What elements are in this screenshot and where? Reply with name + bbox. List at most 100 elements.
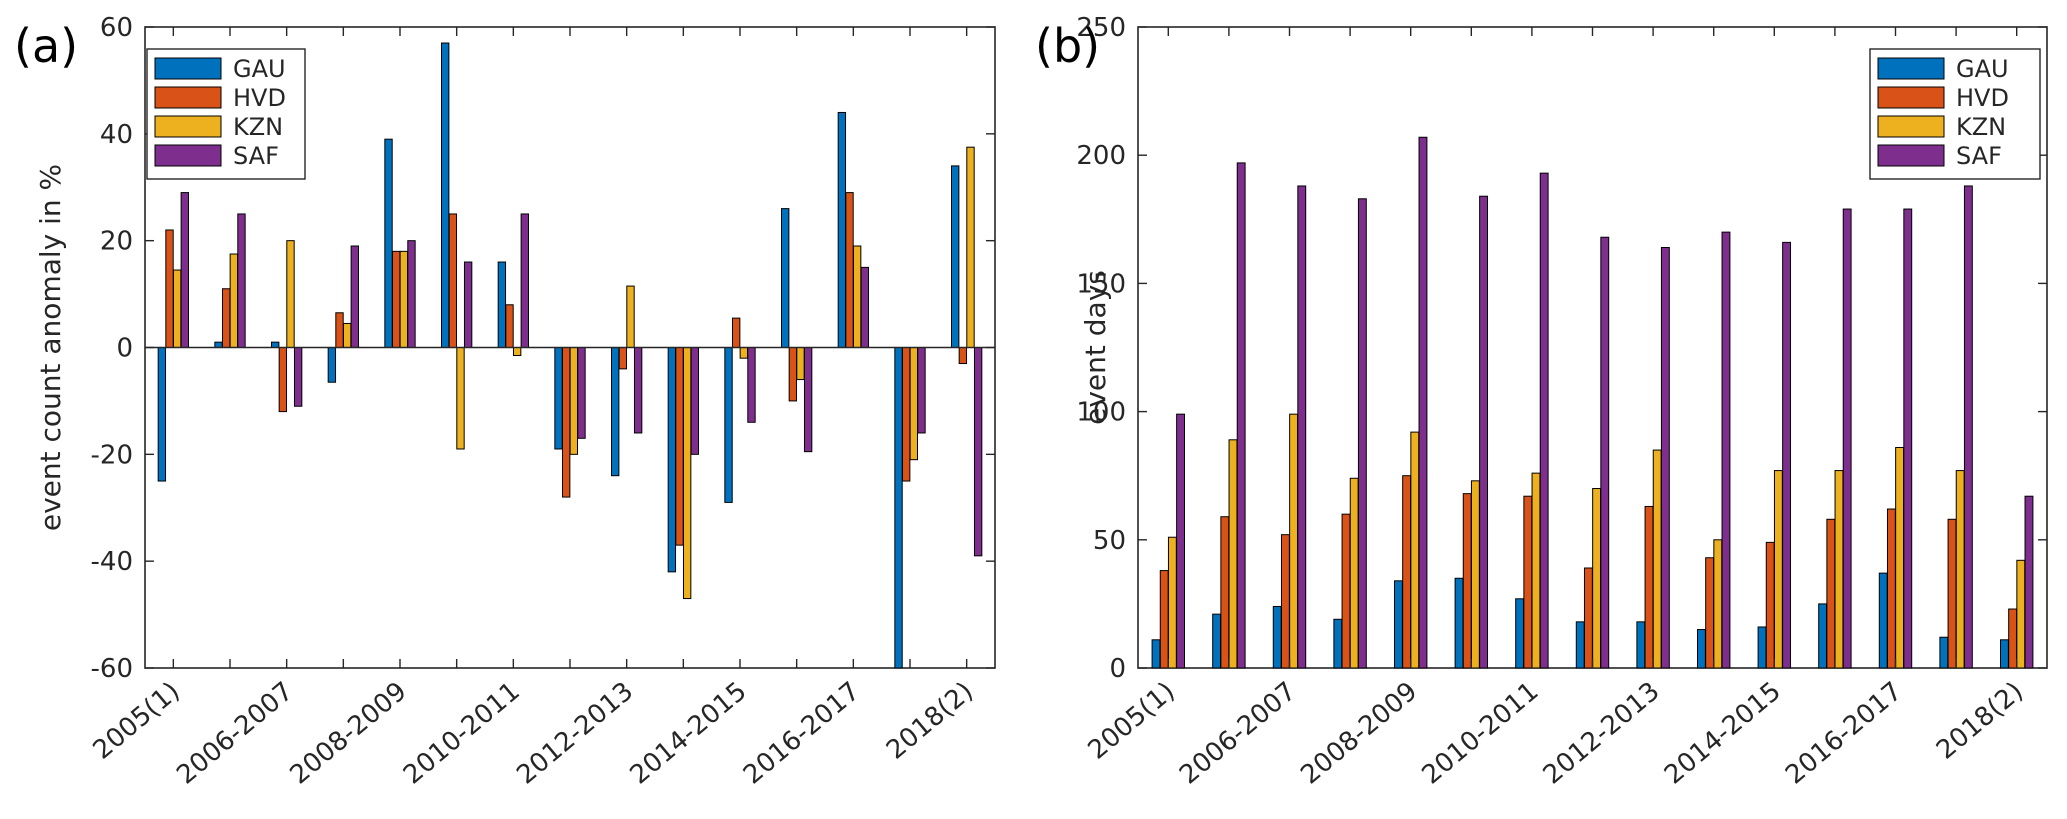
bar-saf-2014-2015 — [747, 347, 756, 423]
y-tick-label: -40 — [91, 547, 133, 577]
bar-saf-2013-2014 — [690, 347, 699, 455]
bar-hvd-2016-2017 — [845, 192, 854, 348]
y-tick-label: 250 — [1076, 13, 1126, 43]
bar-kzn-2014-2015 — [739, 347, 749, 359]
bar-hvd-2008-2009 — [391, 250, 401, 349]
bar-hvd-2015-2016 — [1826, 518, 1836, 669]
x-tick-label: 2008-2009 — [285, 676, 413, 790]
bar-kzn-2014-2015 — [1773, 470, 1783, 669]
bar-gau-2008-2009 — [1393, 580, 1403, 669]
panel-label: (a) — [14, 19, 78, 73]
bar-hvd-2013-2014 — [1705, 557, 1715, 669]
bar-saf-2008-2009 — [1418, 136, 1428, 669]
bar-saf-2007-2008 — [350, 245, 359, 348]
bar-gau-2017-2018 — [894, 347, 903, 669]
x-tick-label: 2005(1) — [88, 676, 186, 765]
bar-kzn-2008-2009 — [1410, 431, 1420, 669]
bar-kzn-2009-2010 — [456, 347, 465, 450]
bar-gau-2016-2017 — [1878, 572, 1888, 669]
bar-gau-2009-2010 — [1454, 577, 1464, 669]
x-tick-label: 2005(1) — [1083, 676, 1181, 765]
bar-gau-2013-2014 — [667, 347, 677, 573]
bar-gau-2013-2014 — [1696, 629, 1706, 669]
bar-hvd-2011-2012 — [1583, 567, 1593, 669]
bar-saf-2010-2011 — [1539, 172, 1549, 669]
bar-hvd-2010-2011 — [505, 304, 514, 348]
bar-gau-2005(1) — [1151, 639, 1161, 669]
bar-kzn-2013-2014 — [682, 347, 692, 600]
bar-saf-2009-2010 — [463, 261, 473, 348]
x-tick-label: 2014-2015 — [1659, 676, 1787, 790]
bar-kzn-2007-2008 — [1349, 477, 1359, 669]
bar-hvd-2009-2010 — [448, 213, 458, 348]
bar-hvd-2005(1) — [1159, 570, 1169, 669]
bar-saf-2013-2014 — [1721, 231, 1731, 669]
bar-kzn-2005-2006 — [229, 253, 239, 348]
bar-hvd-2014-2015 — [1765, 541, 1775, 669]
bar-gau-2009-2010 — [441, 42, 450, 349]
bar-hvd-2006-2007 — [278, 347, 288, 413]
bar-saf-2011-2012 — [1600, 236, 1610, 669]
bar-hvd-2018(2) — [958, 347, 968, 365]
bar-hvd-2014-2015 — [731, 317, 741, 348]
bar-saf-2008-2009 — [407, 240, 416, 349]
legend-swatch-hvd — [1877, 86, 1945, 109]
y-tick-label: 40 — [100, 120, 133, 150]
bar-hvd-2017-2018 — [1947, 518, 1957, 669]
legend-swatch-gau — [1877, 57, 1945, 80]
bar-hvd-2005-2006 — [221, 288, 231, 349]
bar-gau-2005-2006 — [1212, 613, 1222, 669]
legend-entry-gau: GAU — [1956, 55, 2009, 83]
bar-saf-2018(2) — [973, 347, 983, 557]
bar-hvd-2012-2013 — [618, 347, 628, 370]
bar-saf-2014-2015 — [1782, 241, 1792, 669]
y-axis-label: event days — [1079, 270, 1112, 425]
bar-kzn-2013-2014 — [1713, 539, 1723, 669]
bar-hvd-2010-2011 — [1523, 495, 1533, 669]
bar-saf-2018(2) — [2024, 495, 2034, 669]
x-tick-label: 2014-2015 — [625, 676, 753, 790]
legend-swatch-saf — [1877, 144, 1945, 167]
bar-kzn-2009-2010 — [1470, 480, 1480, 669]
bar-hvd-2018(2) — [2008, 608, 2018, 669]
legend-swatch-gau — [154, 57, 222, 80]
y-tick-label: 20 — [100, 227, 133, 257]
bar-hvd-2008-2009 — [1402, 475, 1412, 669]
bar-hvd-2007-2008 — [1341, 513, 1351, 669]
bar-saf-2006-2007 — [1297, 185, 1307, 669]
y-tick-label: 100 — [1076, 398, 1126, 428]
x-tick-label: 2010-2011 — [398, 676, 526, 790]
chart-panel-b: 0 50 100 150 200 250 2005(1)2006-20072008-2009… — [1035, 13, 2048, 790]
bar-saf-2016-2017 — [1903, 208, 1913, 669]
bar-gau-2014-2015 — [724, 347, 733, 503]
bar-kzn-2016-2017 — [852, 245, 862, 348]
bar-gau-2006-2007 — [1272, 605, 1282, 669]
legend-entry-hvd: HVD — [233, 84, 286, 112]
bar-gau-2012-2013 — [611, 347, 620, 477]
bar-hvd-2005(1) — [165, 229, 174, 349]
legend-entry-saf: SAF — [1956, 142, 2002, 170]
x-tick-label: 2006-2007 — [1174, 676, 1302, 790]
bar-gau-2015-2016 — [1818, 603, 1828, 669]
bar-hvd-2016-2017 — [1886, 508, 1896, 669]
bar-hvd-2012-2013 — [1644, 505, 1654, 669]
x-tick-label: 2012-2013 — [1538, 676, 1666, 790]
bar-gau-2014-2015 — [1757, 626, 1767, 669]
bar-gau-2007-2008 — [327, 347, 337, 383]
bar-saf-2005(1) — [180, 192, 189, 348]
y-tick-label: 150 — [1076, 269, 1126, 299]
bar-gau-2010-2011 — [1515, 598, 1525, 669]
y-tick-label: 200 — [1076, 141, 1126, 171]
x-tick-label: 2010-2011 — [1417, 676, 1545, 790]
bar-saf-2016-2017 — [860, 266, 869, 348]
bar-saf-2017-2018 — [1963, 185, 1973, 669]
bar-kzn-2005-2006 — [1228, 439, 1238, 669]
legend-swatch-kzn — [1877, 115, 1945, 138]
bar-kzn-2018(2) — [2016, 559, 2026, 669]
bar-gau-2005(1) — [157, 347, 167, 482]
bar-gau-2012-2013 — [1636, 621, 1646, 669]
x-tick-label: 2018(2) — [881, 676, 979, 765]
bar-kzn-2010-2011 — [512, 347, 522, 357]
